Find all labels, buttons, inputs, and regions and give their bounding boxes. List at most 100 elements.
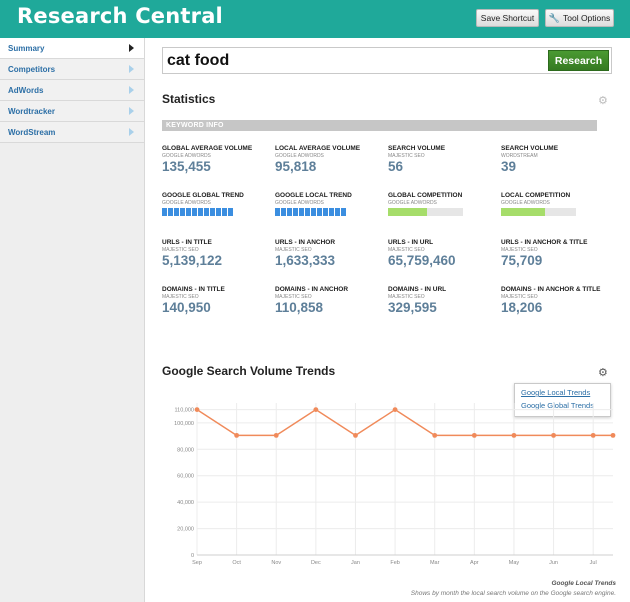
metric-local-competition: LOCAL COMPETITION GOOGLE ADWORDS: [501, 192, 611, 216]
trends-dropdown-menu: Google Local Trends Google Global Trends: [514, 383, 611, 417]
wrench-icon: 🔧: [548, 12, 560, 23]
metric-domains-in-anchor-title: DOMAINS - IN ANCHOR & TITLE MAJESTIC SEO…: [501, 286, 601, 316]
top-bar: Research Central Save Shortcut 🔧 Tool Op…: [0, 0, 630, 38]
sidebar-item-label: Competitors: [8, 64, 56, 74]
global-competition-bar: [388, 208, 463, 216]
x-tick-label: Jul: [590, 560, 597, 566]
trend-bar: [174, 208, 179, 216]
metric-global-competition: GLOBAL COMPETITION GOOGLE ADWORDS: [388, 192, 498, 216]
metric-domains-in-anchor: DOMAINS - IN ANCHOR MAJESTIC SEO 110,858: [275, 286, 385, 316]
metric-source: GOOGLE ADWORDS: [275, 200, 324, 206]
metric-local-average-volume: LOCAL AVERAGE VOLUME GOOGLE ADWORDS 95,8…: [275, 145, 385, 175]
metric-global-average-volume: GLOBAL AVERAGE VOLUME GOOGLE ADWORDS 135…: [162, 145, 272, 175]
gear-icon[interactable]: ⚙: [598, 95, 608, 107]
x-tick-label: Nov: [271, 560, 281, 566]
data-point: [610, 432, 616, 438]
metric-value: 75,709: [501, 253, 543, 268]
y-tick-label: 80,000: [177, 447, 194, 453]
metric-source: WORDSTREAM: [501, 153, 538, 159]
menu-item-local-trends[interactable]: Google Local Trends: [521, 388, 591, 397]
y-tick-label: 0: [191, 553, 194, 559]
metric-search-volume-wordstream: SEARCH VOLUME WORDSTREAM 39: [501, 145, 611, 175]
data-point: [313, 407, 319, 413]
y-tick-label: 110,000: [175, 408, 194, 414]
metric-source: MAJESTIC SEO: [162, 294, 199, 300]
metric-domains-in-url: DOMAINS - IN URL MAJESTIC SEO 329,595: [388, 286, 498, 316]
metric-urls-in-title: URLS - IN TITLE MAJESTIC SEO 5,139,122: [162, 239, 272, 269]
trends-title: Google Search Volume Trends: [162, 364, 336, 378]
trend-bar: [341, 208, 346, 216]
app-title: Research Central: [17, 4, 223, 28]
arrow-right-icon: [129, 86, 134, 94]
metric-source: MAJESTIC SEO: [388, 294, 425, 300]
trend-bar: [210, 208, 215, 216]
metric-source: MAJESTIC SEO: [275, 294, 312, 300]
trend-bar: [335, 208, 340, 216]
x-tick-label: Apr: [470, 560, 479, 566]
data-point: [353, 432, 358, 438]
metric-label: URLS - IN ANCHOR & TITLE: [501, 239, 588, 246]
sidebar-item-label: Summary: [8, 43, 45, 53]
tool-options-button[interactable]: 🔧 Tool Options: [545, 9, 614, 27]
metric-label: SEARCH VOLUME: [388, 145, 446, 152]
x-tick-label: Jun: [549, 560, 558, 566]
metric-label: GOOGLE LOCAL TREND: [275, 192, 352, 199]
trend-bar: [287, 208, 292, 216]
data-point: [392, 407, 398, 413]
local-competition-bar: [501, 208, 576, 216]
metric-source: MAJESTIC SEO: [501, 247, 538, 253]
arrow-right-icon: [129, 128, 134, 136]
trend-bar: [198, 208, 203, 216]
trend-bar: [329, 208, 334, 216]
menu-item-global-trends[interactable]: Google Global Trends: [521, 401, 594, 410]
trend-bar: [275, 208, 280, 216]
tool-options-label: Tool Options: [562, 13, 611, 23]
sidebar-item-wordtracker[interactable]: Wordtracker: [0, 101, 144, 122]
metric-value: 56: [388, 159, 404, 174]
arrow-right-icon: [129, 44, 134, 52]
metric-label: URLS - IN TITLE: [162, 239, 212, 246]
search-box: Research: [162, 47, 612, 74]
keyword-info-bar: KEYWORD INFO: [162, 120, 597, 131]
x-tick-label: Sep: [192, 560, 202, 566]
sidebar-item-competitors[interactable]: Competitors: [0, 59, 144, 80]
sidebar-item-wordstream[interactable]: WordStream: [0, 122, 144, 143]
metric-label: GOOGLE GLOBAL TREND: [162, 192, 244, 199]
sidebar-item-summary[interactable]: Summary: [0, 38, 144, 59]
metric-domains-in-title: DOMAINS - IN TITLE MAJESTIC SEO 140,950: [162, 286, 272, 316]
data-point: [194, 407, 200, 413]
metric-source: MAJESTIC SEO: [501, 294, 538, 300]
trend-bar: [317, 208, 322, 216]
trend-bar: [222, 208, 227, 216]
x-tick-label: Oct: [232, 560, 241, 566]
metric-value: 140,950: [162, 300, 211, 315]
trend-bar: [293, 208, 298, 216]
x-tick-label: Feb: [390, 560, 399, 566]
save-shortcut-button[interactable]: Save Shortcut: [476, 9, 539, 27]
metric-value: 18,206: [501, 300, 543, 315]
metric-source: GOOGLE ADWORDS: [501, 200, 550, 206]
search-input[interactable]: [167, 50, 537, 72]
gear-icon[interactable]: ⚙: [598, 367, 608, 379]
competition-fill: [388, 208, 427, 216]
arrow-right-icon: [129, 107, 134, 115]
search-volume-line-chart: 0 20,000 40,000 60,000 80,000 100,000 110,000 S…: [174, 403, 616, 566]
sidebar: Summary Competitors AdWords Wordtracker …: [0, 38, 145, 602]
trend-bar: [305, 208, 310, 216]
metric-source: GOOGLE ADWORDS: [162, 153, 211, 159]
x-tick-label: Mar: [430, 560, 440, 566]
metric-value: 95,818: [275, 159, 317, 174]
metric-label: DOMAINS - IN ANCHOR & TITLE: [501, 286, 601, 293]
statistics-title: Statistics: [162, 92, 216, 106]
trend-bar: [168, 208, 173, 216]
metric-value: 5,139,122: [162, 253, 223, 268]
trend-bar: [192, 208, 197, 216]
x-tick-label: May: [509, 560, 520, 566]
metric-source: GOOGLE ADWORDS: [275, 153, 324, 159]
y-tick-label: 60,000: [177, 474, 194, 480]
sidebar-item-adwords[interactable]: AdWords: [0, 80, 144, 101]
trend-bar: [299, 208, 304, 216]
research-button[interactable]: Research: [548, 50, 609, 71]
trend-bar: [311, 208, 316, 216]
metric-label: DOMAINS - IN TITLE: [162, 286, 225, 293]
